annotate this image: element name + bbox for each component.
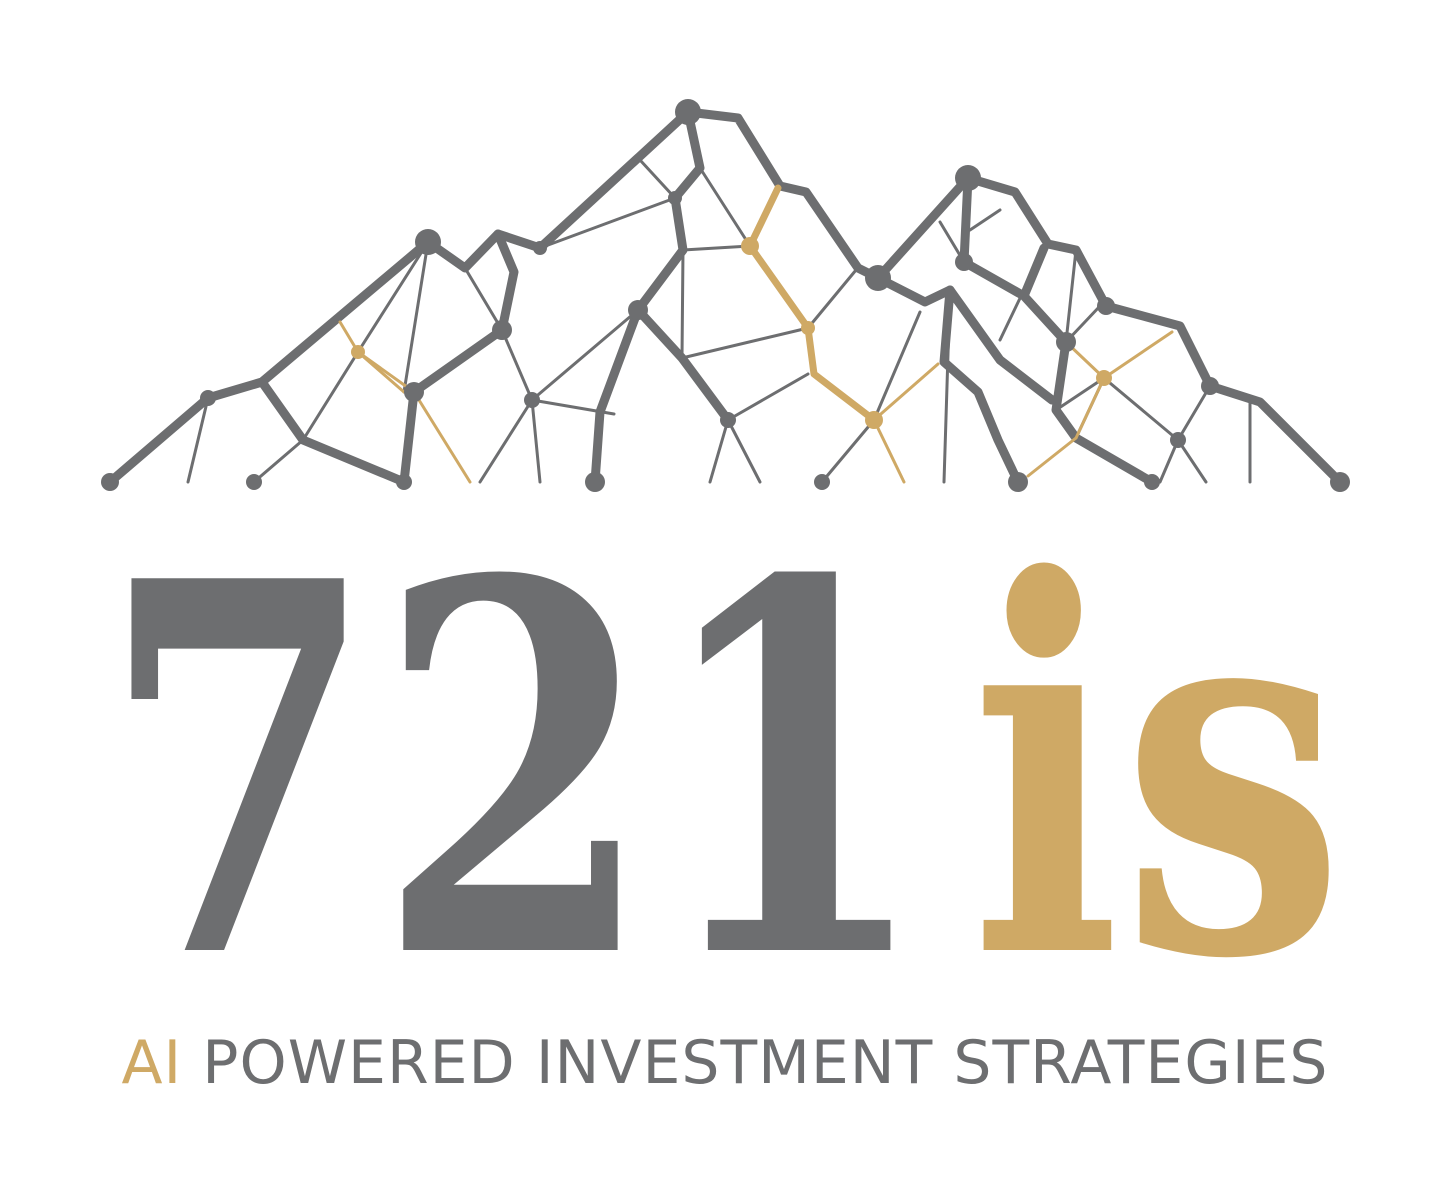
wordmark-number: 721 [100,540,930,980]
wordmark-accent: is [970,540,1345,980]
tagline-text: POWERED INVESTMENT STRATEGIES [182,1028,1329,1098]
tagline-accent: AI [121,1028,183,1098]
tagline: AI POWERED INVESTMENT STRATEGIES [0,1018,1450,1108]
mountain-network-icon [101,99,1350,492]
wordmark: 721 is [100,540,1345,980]
